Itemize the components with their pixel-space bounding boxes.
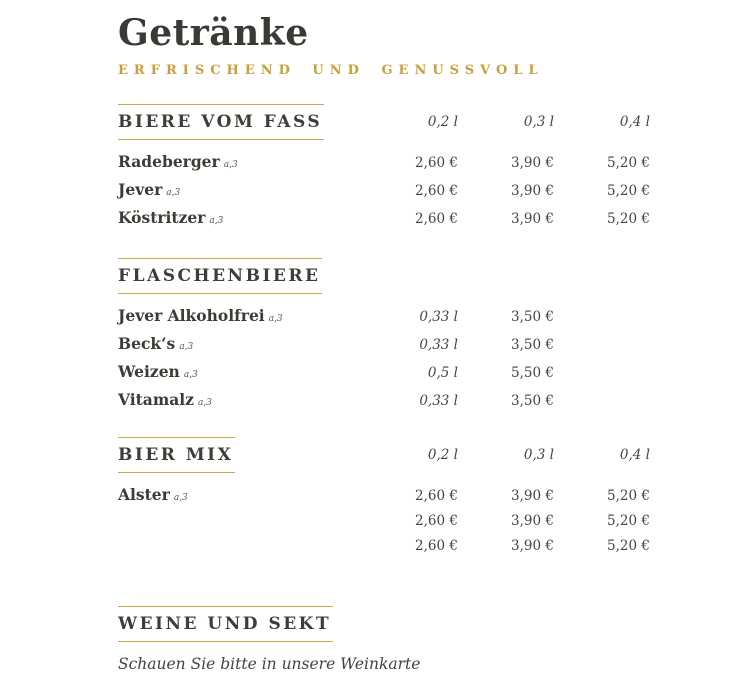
menu-item-row: Köstritzer a,3 2,60 € 3,90 € 5,20 € [118, 203, 650, 231]
menu-section-bier-mix: BIER MIX 0,2 l 0,3 l 0,4 l Alster a,3 2,60 € 3,… [118, 437, 650, 558]
item-name-cell: Jever a,3 [118, 180, 362, 199]
section-heading: BIERE VOM FASS [118, 104, 325, 141]
volume-cell: 0,33 l [419, 336, 458, 353]
item-name: Radeberger [118, 151, 220, 171]
item-name-cell: Alster a,3 [118, 485, 362, 504]
price-cell: 3,90 € [511, 182, 554, 199]
item-name: Jever Alkoholfrei [118, 305, 265, 325]
item-name-cell: Jever Alkoholfrei a,3 [118, 306, 362, 325]
price-cell: 2,60 € [415, 210, 458, 227]
price-cell: 3,90 € [511, 154, 554, 171]
menu-section-weine-und-sekt: WEINE UND SEKT Schauen Sie bitte in unser… [118, 606, 650, 673]
section-heading: FLASCHENBIERE [118, 258, 323, 295]
item-name-cell: Vitamalz a,3 [118, 390, 362, 409]
allergen-note: a,3 [209, 215, 224, 226]
price-cell: 5,20 € [607, 537, 650, 554]
section-heading: BIER MIX [118, 437, 236, 474]
price-cell: 3,90 € [511, 210, 554, 227]
menu-item-row: Jever a,3 2,60 € 3,90 € 5,20 € [118, 175, 650, 203]
allergen-note: a,3 [223, 159, 238, 170]
size-column-header: 0,2 l [427, 114, 458, 131]
item-name-cell: Köstritzer a,3 [118, 208, 362, 227]
item-name-cell: Radeberger a,3 [118, 152, 362, 171]
item-name: Weizen [118, 361, 180, 381]
item-name: Vitamalz [118, 389, 194, 409]
menu-item-row: Vitamalz a,3 0,33 l 3,50 € [118, 385, 650, 413]
price-cell: 3,50 € [511, 308, 554, 325]
price-cell: 5,20 € [607, 210, 650, 227]
menu-sections: BIERE VOM FASS 0,2 l 0,3 l 0,4 l Radeberger a… [118, 104, 650, 673]
price-cell: 5,50 € [511, 364, 554, 381]
volume-cell: 0,33 l [419, 392, 458, 409]
menu-item-row: Weizen a,3 0,5 l 5,50 € [118, 357, 650, 385]
menu-item-row: Alster a,3 2,60 € 3,90 € 5,20 € [118, 480, 650, 508]
price-cell: 3,50 € [511, 392, 554, 409]
allergen-note: a,3 [197, 397, 212, 408]
price-cell: 5,20 € [607, 182, 650, 199]
item-name: Jever [118, 179, 163, 199]
size-column-header: 0,3 l [523, 447, 554, 464]
page-title: Getränke [118, 12, 309, 54]
price-cell: 5,20 € [607, 154, 650, 171]
allergen-note: a,3 [166, 187, 181, 198]
section-rows: Radeberger a,3 2,60 €3,90 €5,20 € Jever a,3 2… [118, 147, 650, 231]
price-cell: 2,60 € [415, 154, 458, 171]
allergen-note: a,3 [179, 341, 194, 352]
menu-item-row: Radeberger a,3 2,60 € 3,90 € 5,20 € [118, 147, 650, 175]
price-cell: 3,90 € [511, 512, 554, 529]
allergen-note: a,3 [268, 313, 283, 324]
menu-item-row: 2,60 € 3,90 € 5,20 € [118, 533, 650, 558]
price-cell: 2,60 € [415, 537, 458, 554]
price-cell: 3,90 € [511, 537, 554, 554]
menu-item-row: 2,60 € 3,90 € 5,20 € [118, 508, 650, 533]
price-cell: 3,90 € [511, 487, 554, 504]
page-subtitle: ERFRISCHEND UND GENUSSVOLL [118, 63, 544, 79]
item-name: Köstritzer [118, 207, 206, 227]
volume-cell: 0,33 l [419, 308, 458, 325]
section-rows: Alster a,3 2,60 € 3,90 € 5,20 € 2,60 € 3,90 € 5… [118, 480, 650, 558]
allergen-note: a,3 [183, 369, 198, 380]
section-rows: Jever Alkoholfrei a,3 0,33 l 3,50 € Beck‘s a,… [118, 301, 650, 413]
section-header-row: FLASCHENBIERE [118, 258, 650, 295]
price-cell: 2,60 € [415, 487, 458, 504]
allergen-note: a,3 [173, 492, 188, 503]
price-cell: 5,20 € [607, 487, 650, 504]
volume-cell: 0,5 l [427, 364, 458, 381]
price-cell: 2,60 € [415, 512, 458, 529]
menu-item-row: Jever Alkoholfrei a,3 0,33 l 3,50 € [118, 301, 650, 329]
item-name-cell: Weizen a,3 [118, 362, 362, 381]
size-column-header: 0,4 l [619, 114, 650, 131]
section-heading: WEINE UND SEKT [118, 606, 334, 643]
price-cell: 3,50 € [511, 336, 554, 353]
section-note: Schauen Sie bitte in unsere Weinkarte [118, 655, 421, 674]
price-cell: 5,20 € [607, 512, 650, 529]
price-cell: 2,60 € [415, 182, 458, 199]
menu-item-row: Beck‘s a,3 0,33 l 3,50 € [118, 329, 650, 357]
size-column-header: 0,4 l [619, 447, 650, 464]
section-header-row: BIERE VOM FASS 0,2 l 0,3 l 0,4 l [118, 104, 650, 141]
size-column-header: 0,3 l [523, 114, 554, 131]
item-name-cell: Beck‘s a,3 [118, 334, 362, 353]
menu-section-biere-vom-fass: BIERE VOM FASS 0,2 l 0,3 l 0,4 l Radeberger a… [118, 104, 650, 231]
item-name: Beck‘s [118, 333, 176, 353]
item-name: Alster [118, 484, 170, 504]
size-column-header: 0,2 l [427, 447, 458, 464]
section-header-row: WEINE UND SEKT [118, 606, 650, 643]
section-header-row: BIER MIX 0,2 l 0,3 l 0,4 l [118, 437, 650, 474]
